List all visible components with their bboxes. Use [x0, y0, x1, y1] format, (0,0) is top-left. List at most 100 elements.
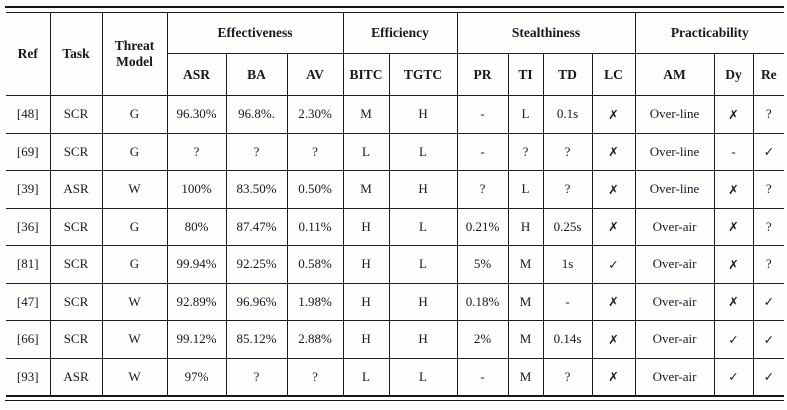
header-ti: TI [507, 53, 544, 96]
table-cell: - [456, 132, 509, 171]
table-row: [81] SCR G 99.94% 92.25% 0.58% H L 5% M 1s ✓ Over-ai… [6, 245, 785, 284]
header-group-efficiency: Efficiency [342, 12, 458, 54]
bottom-rule [5, 400, 784, 401]
header-tgtc: TGTC [388, 53, 458, 96]
table-cell: W [101, 170, 168, 209]
table-cell: 83.50% [225, 170, 288, 209]
table-cell: Over-air [634, 245, 715, 284]
table-cell: ? [286, 132, 344, 171]
header-group-stealthiness: Stealthiness [456, 12, 636, 54]
comparison-table: Ref Task Threat Model Effectiveness Effi… [6, 12, 785, 397]
table-cell: [39] [6, 170, 51, 209]
table-cell: Over-air [634, 282, 715, 321]
table-cell: 87.47% [225, 207, 288, 246]
table-cell: ? [752, 95, 785, 134]
header-lc: LC [591, 53, 636, 96]
table-cell: [69] [6, 132, 51, 171]
table-cell: [93] [6, 357, 51, 397]
header-td: TD [542, 53, 593, 96]
table-cell: 0.11% [286, 207, 344, 246]
cross-icon: ✗ [713, 245, 754, 284]
header-threat-model: Threat Model [101, 12, 168, 96]
check-icon: ✓ [713, 357, 754, 397]
table-cell: [48] [6, 95, 51, 134]
table-cell: 0.58% [286, 245, 344, 284]
table-row: [36] SCR G 80% 87.47% 0.11% H L 0.21% H 0.25s ✗ Over… [6, 207, 785, 246]
cross-icon: ✗ [591, 95, 636, 134]
table-cell: SCR [49, 320, 103, 359]
table-cell: Over-line [634, 132, 715, 171]
table-cell: M [507, 320, 544, 359]
table-cell: [81] [6, 245, 51, 284]
table-cell: G [101, 132, 168, 171]
table-cell: L [388, 357, 458, 397]
check-icon: ✓ [752, 320, 785, 359]
table-header: Ref Task Threat Model Effectiveness Effi… [6, 12, 785, 96]
header-group-practicability: Practicability [634, 12, 785, 54]
table-cell: L [507, 95, 544, 134]
table-cell: 92.25% [225, 245, 288, 284]
cross-icon: ✗ [713, 170, 754, 209]
table-cell: 1.98% [286, 282, 344, 321]
table-cell: 96.96% [225, 282, 288, 321]
header-bitc: BITC [342, 53, 390, 96]
check-icon: ✓ [752, 132, 785, 171]
header-dy: Dy [713, 53, 754, 96]
table-cell: G [101, 95, 168, 134]
table-cell: M [507, 357, 544, 397]
table-cell: [66] [6, 320, 51, 359]
table-cell: 85.12% [225, 320, 288, 359]
sub-header-row: ASR BA AV BITC TGTC PR TI TD LC AM Dy Re [6, 53, 785, 96]
table-cell: 0.18% [456, 282, 509, 321]
table-cell: ? [286, 357, 344, 397]
table-cell: 99.94% [166, 245, 227, 284]
header-ref: Ref [6, 12, 51, 96]
table-cell: 5% [456, 245, 509, 284]
table-cell: M [507, 245, 544, 284]
table-cell: Over-line [634, 95, 715, 134]
table-cell: - [456, 95, 509, 134]
table-cell: 0.14s [542, 320, 593, 359]
table-row: [39] ASR W 100% 83.50% 0.50% M H? L? ✗ Over-line ✗? [6, 170, 785, 209]
cross-icon: ✗ [591, 132, 636, 171]
table-cell: ? [225, 357, 288, 397]
table-cell: H [388, 170, 458, 209]
table-cell: H [507, 207, 544, 246]
table-cell: M [342, 170, 390, 209]
table-cell: ? [225, 132, 288, 171]
table-cell: L [342, 132, 390, 171]
table-cell: ? [507, 132, 544, 171]
table-cell: [36] [6, 207, 51, 246]
table-cell: SCR [49, 207, 103, 246]
cross-icon: ✗ [713, 207, 754, 246]
table-cell: 2.30% [286, 95, 344, 134]
table-cell: M [342, 95, 390, 134]
table-cell: ASR [49, 170, 103, 209]
table-cell: 0.1s [542, 95, 593, 134]
table-cell: SCR [49, 282, 103, 321]
table-row: [47] SCR W 92.89% 96.96% 1.98% H H 0.18% M - ✗ Over-… [6, 282, 785, 321]
table-cell: W [101, 357, 168, 397]
table-cell: SCR [49, 132, 103, 171]
table-cell: 0.21% [456, 207, 509, 246]
table-cell: [47] [6, 282, 51, 321]
table-cell: L [388, 245, 458, 284]
table-cell: 97% [166, 357, 227, 397]
cross-icon: ✗ [591, 170, 636, 209]
table-cell: G [101, 245, 168, 284]
header-ba: BA [225, 53, 288, 96]
top-rule [5, 6, 784, 8]
table-cell: 99.12% [166, 320, 227, 359]
check-icon: ✓ [713, 320, 754, 359]
table-cell: ? [542, 357, 593, 397]
cross-icon: ✗ [713, 95, 754, 134]
table-cell: Over-air [634, 207, 715, 246]
table-row: [69] SCR G??? L L -?? ✗ Over-line - ✓ [6, 132, 785, 171]
table-cell: 96.8%. [225, 95, 288, 134]
table-cell: SCR [49, 245, 103, 284]
table-cell: 1s [542, 245, 593, 284]
table-cell: 2.88% [286, 320, 344, 359]
table-cell: H [388, 320, 458, 359]
header-av: AV [286, 53, 344, 96]
table-cell: H [342, 207, 390, 246]
